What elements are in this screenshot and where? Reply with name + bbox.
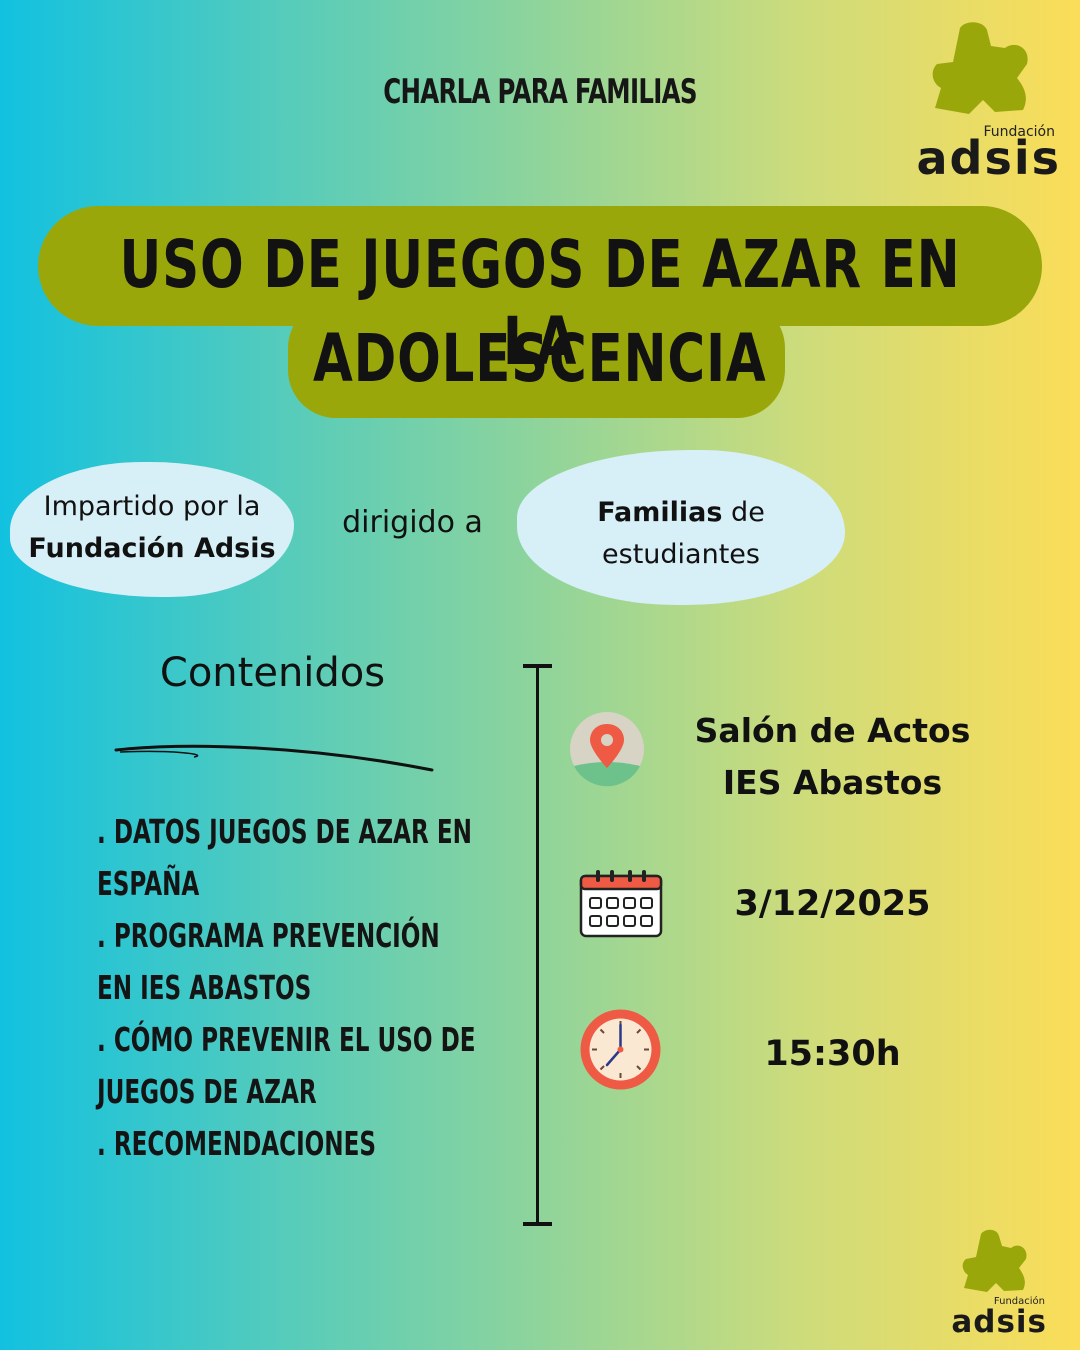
list-item: . PROGRAMA PREVENCIÓN EN IES ABASTOS — [97, 916, 440, 1007]
speaker-text: Impartido por la Fundación Adsis — [10, 486, 294, 570]
list-item: . RECOMENDACIONES — [97, 1124, 377, 1163]
time-text: 15:30h — [764, 1034, 901, 1074]
adsis-logo-bottom-icon: Fundación adsis — [951, 1229, 1047, 1338]
svg-text:Fundación: Fundación — [983, 124, 1055, 140]
date-text: 3/12/2025 — [734, 884, 931, 924]
clock-icon — [580, 1009, 661, 1090]
title-pill-bottom — [288, 300, 785, 418]
audience-text: Familias de estudiantes — [517, 492, 845, 576]
location-pin-icon — [570, 712, 644, 787]
event-eyebrow: CHARLA PARA FAMILIAS — [383, 72, 697, 112]
venue-text: Salón de Actos IES Abastos — [660, 705, 1005, 809]
adsis-logo-icon: Fundación adsis — [917, 22, 1062, 183]
speaker-name: Fundación Adsis — [28, 533, 276, 564]
title-line-1: USO DE JUEGOS DE AZAR EN LA — [119, 226, 961, 380]
contents-list: . DATOS JUEGOS DE AZAR EN ESPAÑA . PROGR… — [97, 806, 477, 1170]
svg-text:Fundación: Fundación — [994, 1295, 1045, 1307]
list-item: . CÓMO PREVENIR EL USO DE JUEGOS DE AZAR — [97, 1020, 476, 1111]
brush-underline — [114, 744, 434, 772]
list-item: . DATOS JUEGOS DE AZAR EN ESPAÑA — [97, 812, 473, 903]
speaker-bubble — [10, 462, 294, 597]
venue-line-1: Salón de Actos — [694, 711, 971, 750]
venue-line-2: IES Abastos — [722, 763, 943, 802]
connector-text: dirigido a — [342, 505, 483, 540]
divider-cap-bottom — [523, 1222, 552, 1226]
title-line-2: ADOLESCENCIA — [313, 320, 767, 397]
calendar-icon — [579, 870, 663, 938]
vertical-divider — [536, 666, 539, 1226]
audience-bubble — [517, 450, 845, 605]
audience-rest-1: de — [722, 497, 765, 528]
svg-text:adsis: adsis — [917, 131, 1062, 183]
audience-bold: Familias — [597, 497, 723, 528]
speaker-prefix: Impartido por la — [43, 491, 261, 522]
svg-text:adsis: adsis — [951, 1304, 1047, 1338]
audience-rest-2: estudiantes — [602, 539, 760, 570]
contents-heading: Contenidos — [159, 650, 386, 696]
